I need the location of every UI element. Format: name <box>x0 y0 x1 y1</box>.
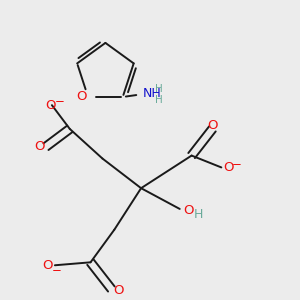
Text: H: H <box>155 84 163 94</box>
Text: H: H <box>194 208 203 221</box>
Text: O: O <box>76 90 87 103</box>
Text: O: O <box>45 99 56 112</box>
Text: O: O <box>42 259 53 272</box>
Text: NH: NH <box>143 87 162 100</box>
Text: −: − <box>231 158 241 171</box>
Text: O: O <box>34 140 45 153</box>
Text: −: − <box>51 264 61 277</box>
Text: O: O <box>207 119 218 132</box>
Text: O: O <box>183 204 194 217</box>
Text: H: H <box>155 95 163 105</box>
Text: O: O <box>113 284 124 297</box>
Text: O: O <box>224 161 234 174</box>
Text: −: − <box>54 95 64 108</box>
